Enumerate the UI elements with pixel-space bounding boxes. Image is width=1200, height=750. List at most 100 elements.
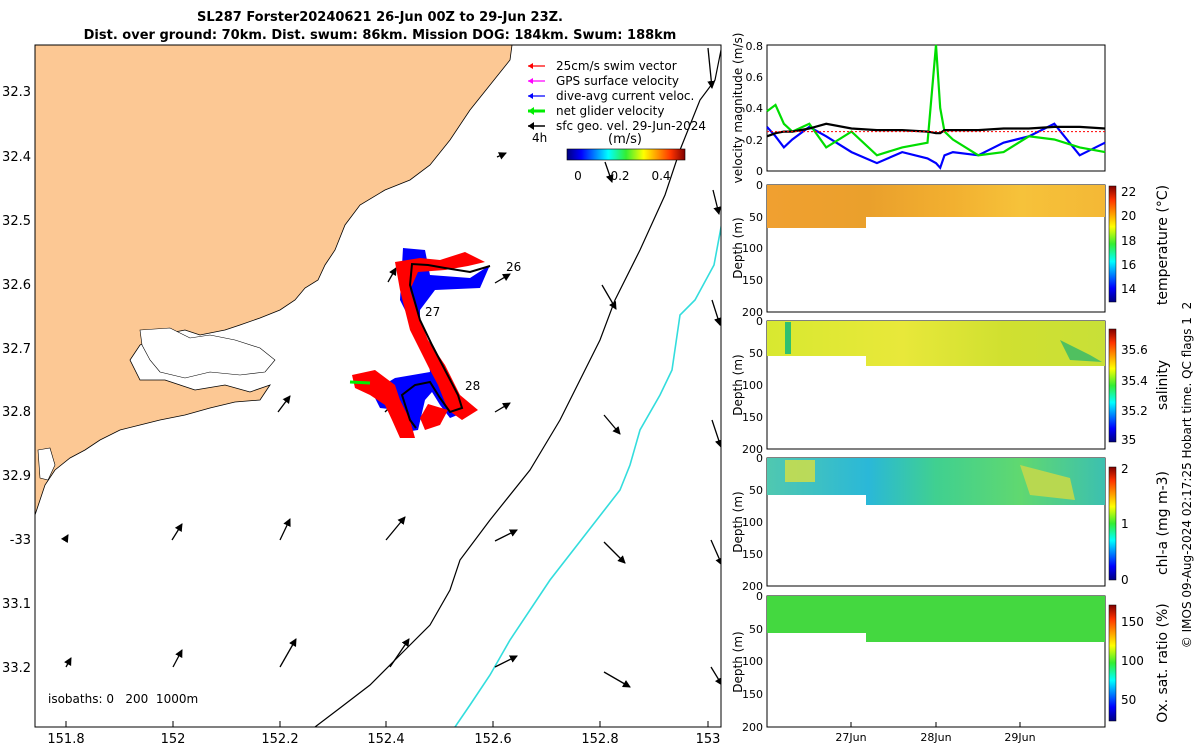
depth-tick: 150 (742, 548, 763, 561)
colorbar-labels: temperature (°C) salinity chl-a (mg m-3)… (1155, 185, 1171, 723)
day-label: 26 (506, 260, 521, 274)
time-tick: 29Jun (1004, 731, 1035, 744)
depth-tick: 150 (742, 274, 763, 287)
velocity-y-tick: 0.8 (746, 40, 764, 53)
lake (37, 447, 56, 481)
salinity-feature (1060, 340, 1102, 362)
y-tick-label: 33.2 (2, 661, 31, 676)
swim-vector-band (395, 252, 485, 420)
x-tick-label: 152.8 (581, 732, 618, 747)
glider-track (349, 248, 491, 438)
velocity-y-tick: 0 (756, 165, 763, 178)
x-tick-label: 152.6 (474, 732, 511, 747)
depth-tick: 150 (742, 411, 763, 424)
depth-tick: 50 (749, 623, 763, 636)
salinity-feature (785, 322, 791, 354)
chla-label: chl-a (mg m-3) (1155, 471, 1171, 575)
depth-tick: 200 (742, 721, 763, 734)
net-velocity-segment (349, 380, 371, 385)
depth-tick: 200 (742, 580, 763, 593)
salinity-panel (766, 320, 1106, 450)
geostrophic-arrows (60, 47, 721, 688)
colorbar-tick: 0 (574, 169, 582, 183)
velocity-y-tick: 0.6 (746, 71, 764, 84)
x-tick-label: 152 (161, 732, 186, 747)
panel-ylabels: velocity magnitude (m/s) Depth (m) Depth… (731, 33, 745, 693)
y-tick-label: 32.3 (2, 85, 31, 100)
temp-cb-tick: 16 (1121, 258, 1136, 272)
time-tick: 28Jun (920, 731, 951, 744)
y-tick-label: 33.1 (2, 597, 31, 612)
depth-ylabel: Depth (m) (731, 354, 745, 415)
legend-label: GPS surface velocity (556, 74, 679, 88)
time-tick: 27Jun (835, 731, 866, 744)
swim-vector-band (352, 370, 415, 438)
legend-label: 25cm/s swim vector (556, 59, 677, 73)
legend-label: sfc geo. vel. 29-Jun-2024 (556, 119, 706, 133)
temperature-label: temperature (°C) (1155, 185, 1171, 305)
temp-cb-tick: 14 (1121, 282, 1136, 296)
velocity-y-tick: 0.4 (746, 102, 764, 115)
y-tick-label: 32.4 (2, 150, 31, 165)
temp-cb-tick: 18 (1121, 234, 1136, 248)
oxygen-label: Ox. sat. ratio (%) (1155, 603, 1171, 722)
swim-vector-band (420, 404, 448, 430)
sal-cb-tick: 35 (1121, 433, 1136, 447)
chla-colorbar (1108, 466, 1117, 581)
salinity-colorbar (1108, 328, 1117, 443)
y-tick-label: 32.6 (2, 278, 31, 293)
y-tick-label: 32.8 (2, 405, 31, 420)
chla-field (767, 458, 1105, 505)
x-tick-label: 153 (696, 732, 721, 747)
depth-ylabel: Depth (m) (731, 217, 745, 278)
time-axis: 27Jun 28Jun 29Jun (835, 722, 1036, 744)
day-label: 27 (425, 305, 440, 319)
map-x-axis: 151.8 152 152.2 152.4 152.6 152.8 153 (47, 721, 720, 747)
y-tick-label: 32.5 (2, 214, 31, 229)
lake (139, 327, 276, 379)
velocity-y-axis: 0 0.2 0.4 0.6 0.8 (746, 40, 764, 178)
temperature-colorbar (1108, 185, 1117, 303)
title-line-1: SL287 Forster20240621 26-Jun 00Z to 29-J… (197, 10, 563, 25)
ox-cb-tick: 50 (1121, 693, 1136, 707)
chla-feature (785, 460, 815, 482)
depth-ylabel: Depth (m) (731, 491, 745, 552)
temp-cb-tick: 22 (1121, 185, 1136, 199)
scale-label: 4h (532, 131, 547, 145)
depth-ylabel: Depth (m) (731, 631, 745, 692)
salinity-label: salinity (1155, 360, 1171, 410)
depth-tick: 0 (756, 315, 763, 328)
colorbar-tick: 0.2 (610, 169, 629, 183)
y-tick-label: 32.7 (2, 342, 31, 357)
depth-tick: 50 (749, 484, 763, 497)
colorbar-unit: (m/s) (608, 132, 642, 147)
speed-colorbar (566, 148, 686, 161)
chla-feature (1020, 465, 1075, 500)
map-frame (34, 44, 722, 728)
colorbars (1108, 185, 1117, 722)
depth-tick: 100 (742, 655, 763, 668)
velocity-y-tick: 0.2 (746, 134, 764, 147)
oxygen-field (767, 596, 1105, 642)
day-label: 28 (465, 379, 480, 393)
ox-cb-tick: 100 (1121, 654, 1144, 668)
oxygen-colorbar (1108, 604, 1117, 722)
temperature-field (767, 185, 1105, 228)
depth-tick: 50 (749, 347, 763, 360)
x-tick-label: 151.8 (47, 732, 84, 747)
colorbar-ticks: 22 20 18 16 14 35.6 35.4 35.2 35 2 1 0 1… (1121, 185, 1148, 707)
legend-label: net glider velocity (556, 104, 664, 118)
depth-tick: 100 (742, 379, 763, 392)
y-tick-label: 32.9 (2, 469, 31, 484)
imos-note: © IMOS 09-Aug-2024 02:17:25 Hobart time.… (1180, 302, 1194, 648)
depth-tick: 200 (742, 443, 763, 456)
depth-tick: 100 (742, 516, 763, 529)
chl-cb-tick: 2 (1121, 462, 1129, 476)
velocity-series-dive-avg-current-veloc- (766, 122, 1106, 170)
depth-tick: 150 (742, 688, 763, 701)
velocity-series (766, 44, 1106, 170)
chl-cb-tick: 1 (1121, 517, 1129, 531)
depth-tick: 200 (742, 306, 763, 319)
depth-axes: 0 50 100 150 200 0 50 100 150 200 0 50 1… (742, 179, 763, 734)
sal-cb-tick: 35.4 (1121, 374, 1148, 388)
